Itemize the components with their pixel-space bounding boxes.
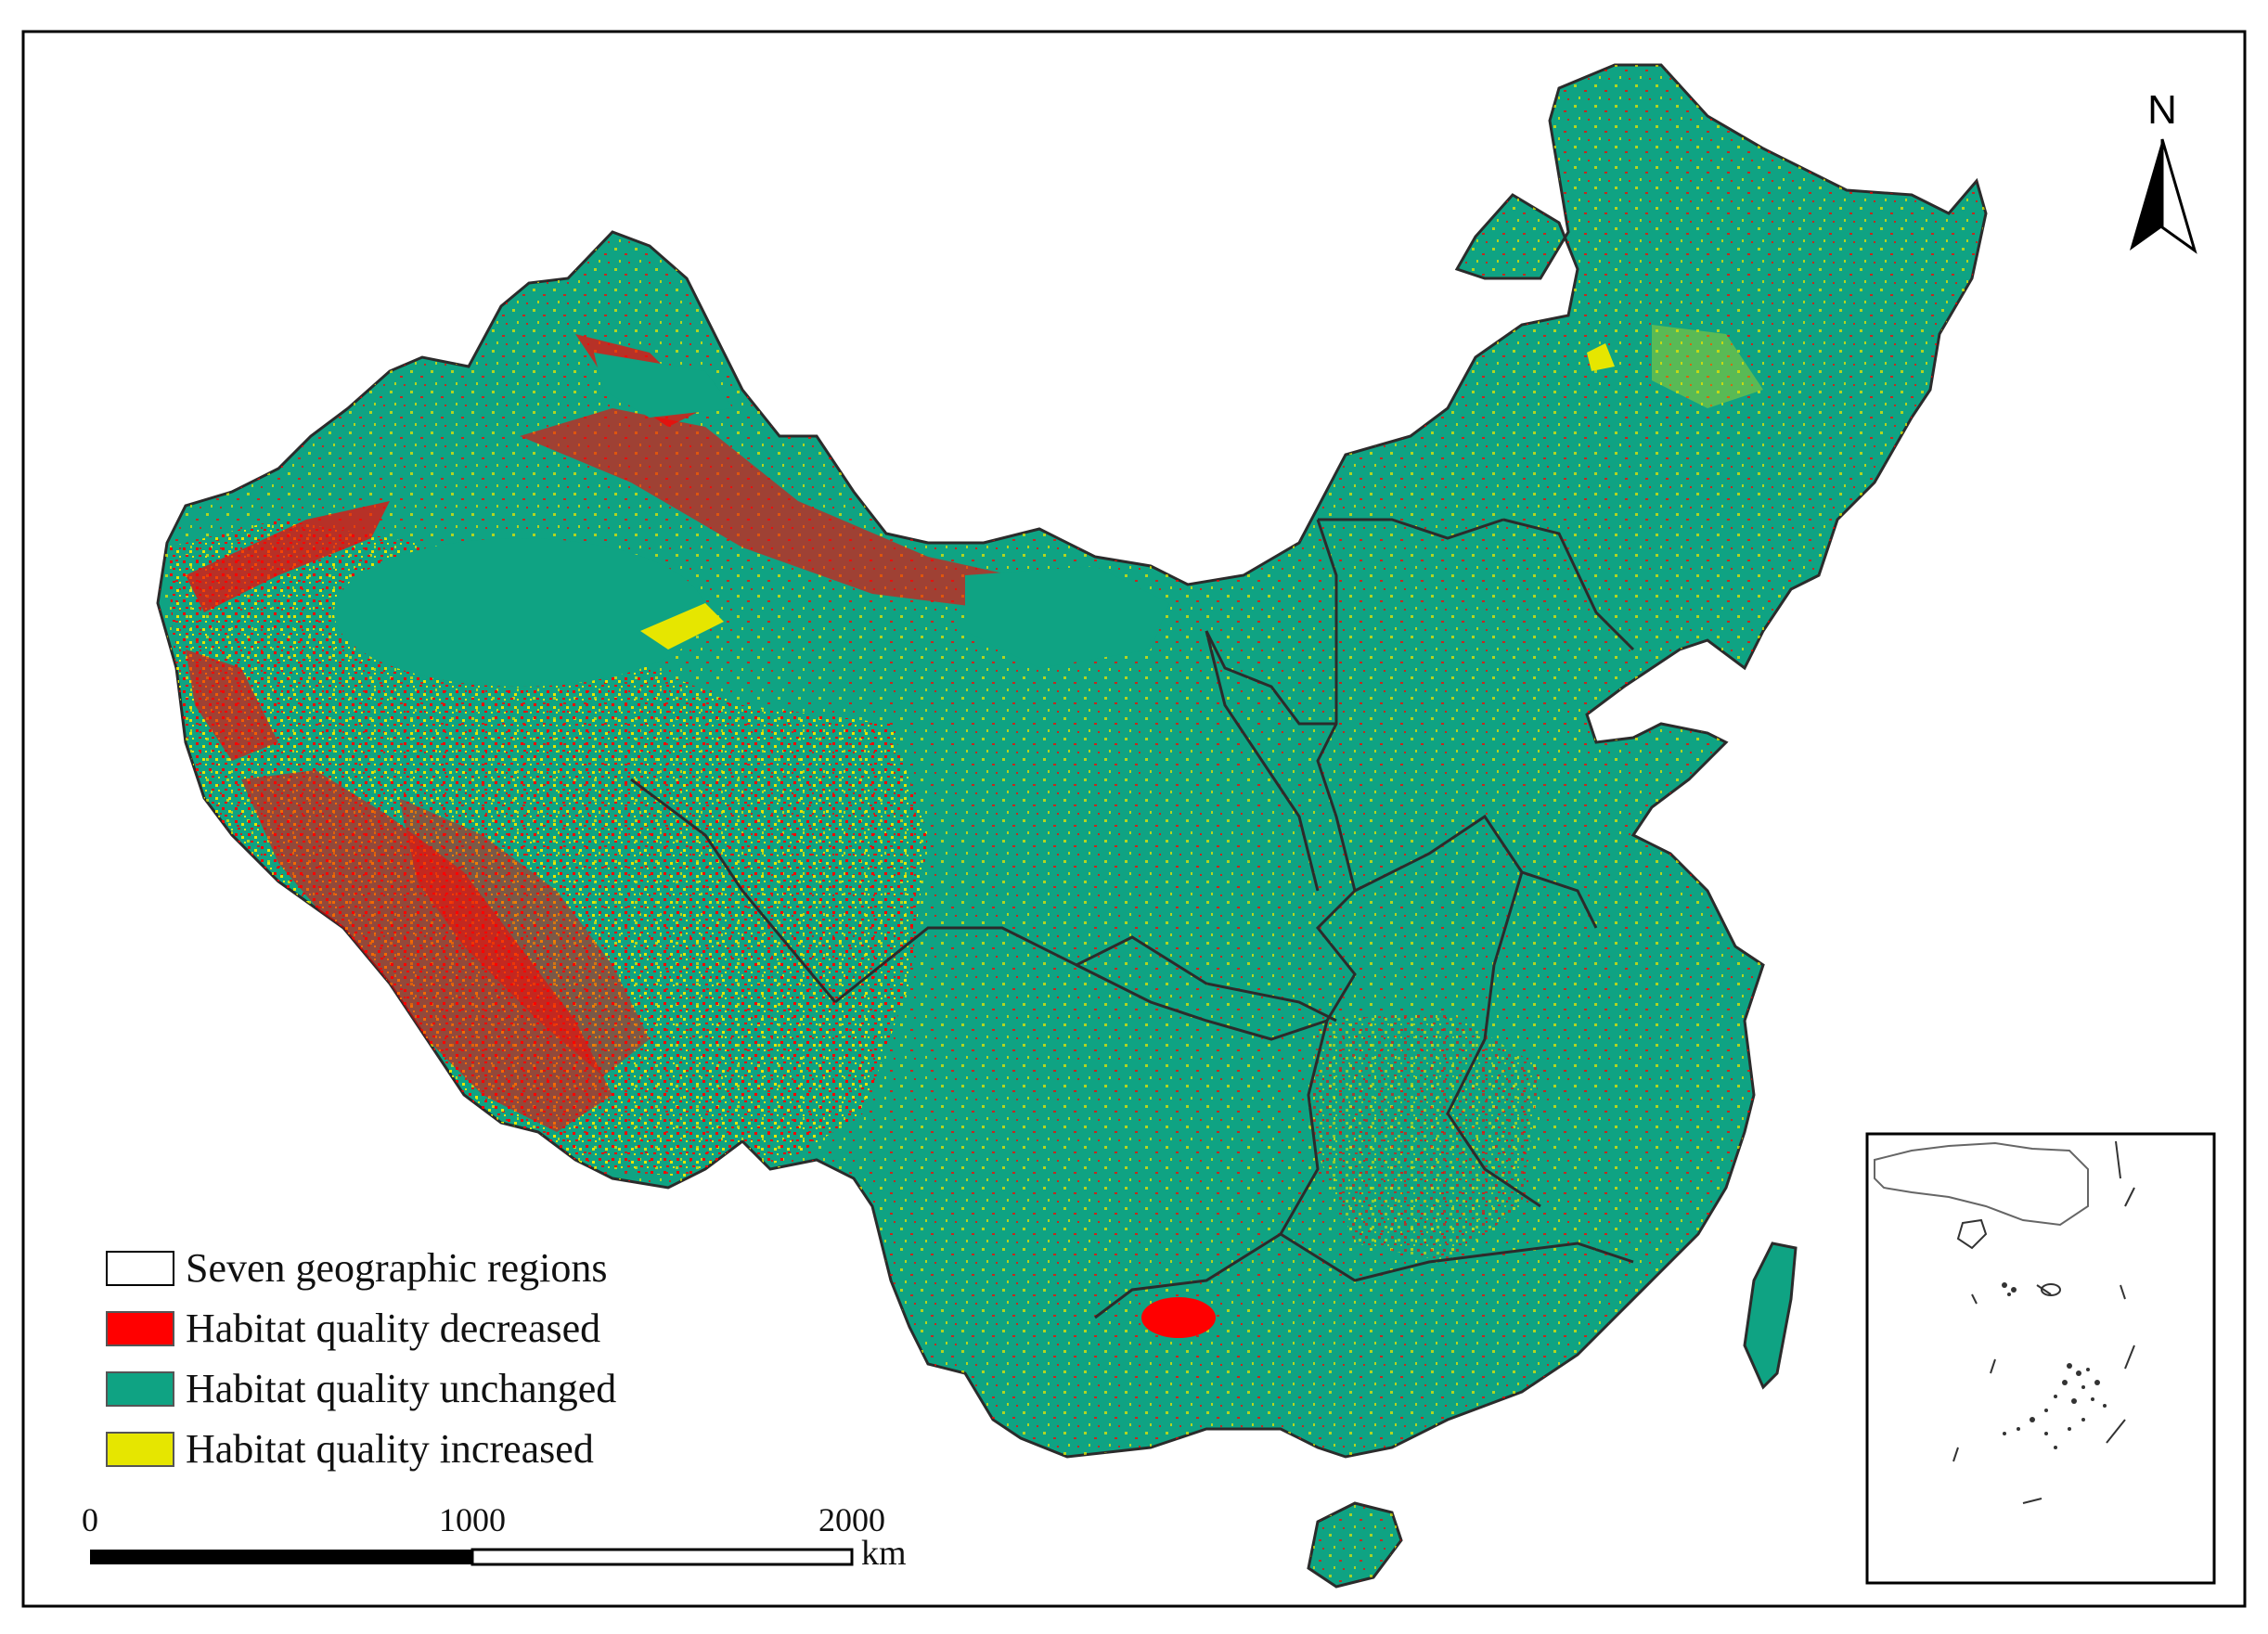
legend-item-increased: Habitat quality increased: [106, 1426, 594, 1472]
inset-islands: [2002, 1282, 2107, 1449]
legend-swatch-increased: [106, 1432, 174, 1467]
south-china-sea-inset: [1865, 1132, 2216, 1585]
taiwan-island: [1743, 1242, 1798, 1390]
scale-bar: 0 1000 2000 km: [82, 1501, 907, 1573]
north-arrow-icon: [2130, 138, 2197, 254]
inset-hainan: [1956, 1218, 1988, 1250]
scale-bar-white-segment: [470, 1548, 854, 1566]
north-arrow: N: [2130, 87, 2197, 254]
legend-label-increased: Habitat quality increased: [186, 1426, 594, 1472]
legend-swatch-regions: [106, 1251, 174, 1286]
scale-bar-black-segment: [90, 1550, 472, 1564]
legend-label-decreased: Habitat quality decreased: [186, 1306, 600, 1351]
legend-label-regions: Seven geographic regions: [186, 1245, 608, 1291]
legend-swatch-unchanged: [106, 1371, 174, 1407]
scale-unit: km: [861, 1534, 907, 1573]
legend-swatch-decreased: [106, 1311, 174, 1346]
scale-tick-2000: 2000: [818, 1501, 885, 1538]
legend-item-unchanged: Habitat quality unchanged: [106, 1366, 616, 1411]
inset-frame: [1865, 1132, 2216, 1585]
legend-item-regions: Seven geographic regions: [106, 1245, 608, 1291]
hainan-island: [1307, 1501, 1403, 1589]
legend-item-decreased: Habitat quality decreased: [106, 1306, 600, 1351]
north-arrow-letter: N: [2147, 87, 2177, 133]
legend: Seven geographic regions Habitat quality…: [106, 1245, 616, 1472]
scale-tick-0: 0: [82, 1501, 98, 1538]
legend-label-unchanged: Habitat quality unchanged: [186, 1366, 616, 1411]
region-boundaries: [630, 518, 1635, 1319]
scale-tick-1000: 1000: [439, 1501, 506, 1538]
map-frame: [21, 30, 2247, 1608]
inset-coastline: [1874, 1141, 2089, 1227]
